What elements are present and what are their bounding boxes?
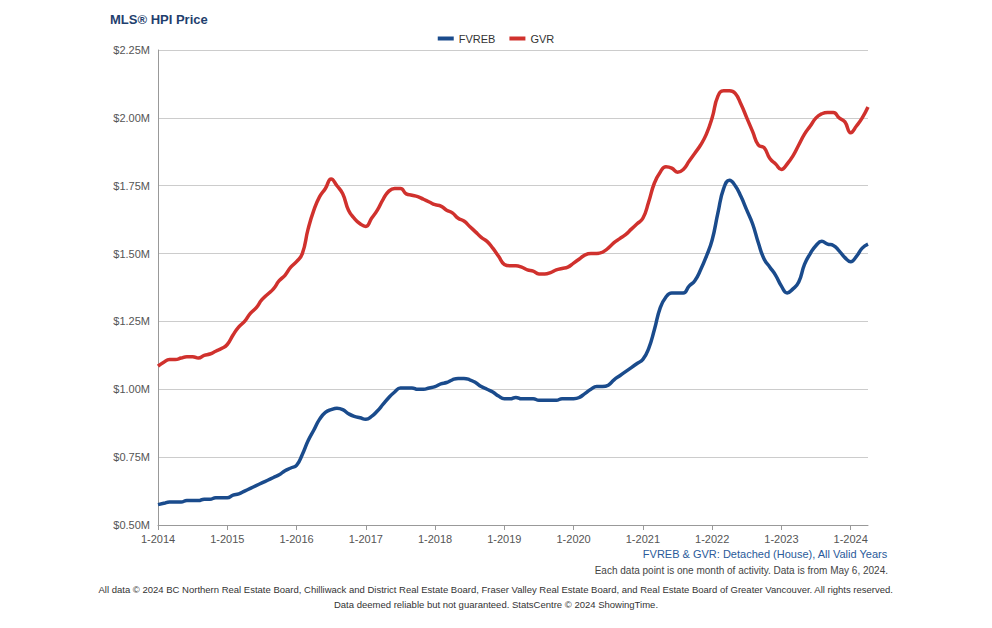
svg-text:FVREB & GVR: Detached (House),: FVREB & GVR: Detached (House), All Valid… <box>643 548 888 560</box>
svg-text:1-2016: 1-2016 <box>279 533 313 545</box>
svg-text:1-2014: 1-2014 <box>141 533 175 545</box>
svg-text:$1.75M: $1.75M <box>113 180 150 192</box>
svg-text:FVREB: FVREB <box>459 33 496 45</box>
svg-text:1-2017: 1-2017 <box>349 533 383 545</box>
svg-text:1-2015: 1-2015 <box>210 533 244 545</box>
svg-text:$1.50M: $1.50M <box>113 248 150 260</box>
svg-text:$1.25M: $1.25M <box>113 315 150 327</box>
svg-text:1-2019: 1-2019 <box>487 533 521 545</box>
svg-text:All data © 2024 BC Northern Re: All data © 2024 BC Northern Real Estate … <box>99 584 893 595</box>
svg-text:$2.25M: $2.25M <box>113 44 150 56</box>
svg-text:1-2020: 1-2020 <box>556 533 590 545</box>
svg-text:$1.00M: $1.00M <box>113 383 150 395</box>
svg-text:$2.00M: $2.00M <box>113 112 150 124</box>
svg-text:MLS® HPI Price: MLS® HPI Price <box>110 12 208 27</box>
svg-text:$0.50M: $0.50M <box>113 519 150 531</box>
svg-text:Each data point is one month o: Each data point is one month of activity… <box>595 565 888 576</box>
svg-text:GVR: GVR <box>530 33 554 45</box>
svg-text:1-2022: 1-2022 <box>695 533 729 545</box>
svg-text:1-2021: 1-2021 <box>626 533 660 545</box>
svg-text:1-2023: 1-2023 <box>764 533 798 545</box>
svg-text:$0.75M: $0.75M <box>113 451 150 463</box>
svg-text:Data deemed reliable but not g: Data deemed reliable but not guaranteed.… <box>334 599 658 610</box>
svg-text:1-2024: 1-2024 <box>834 533 868 545</box>
svg-text:1-2018: 1-2018 <box>418 533 452 545</box>
